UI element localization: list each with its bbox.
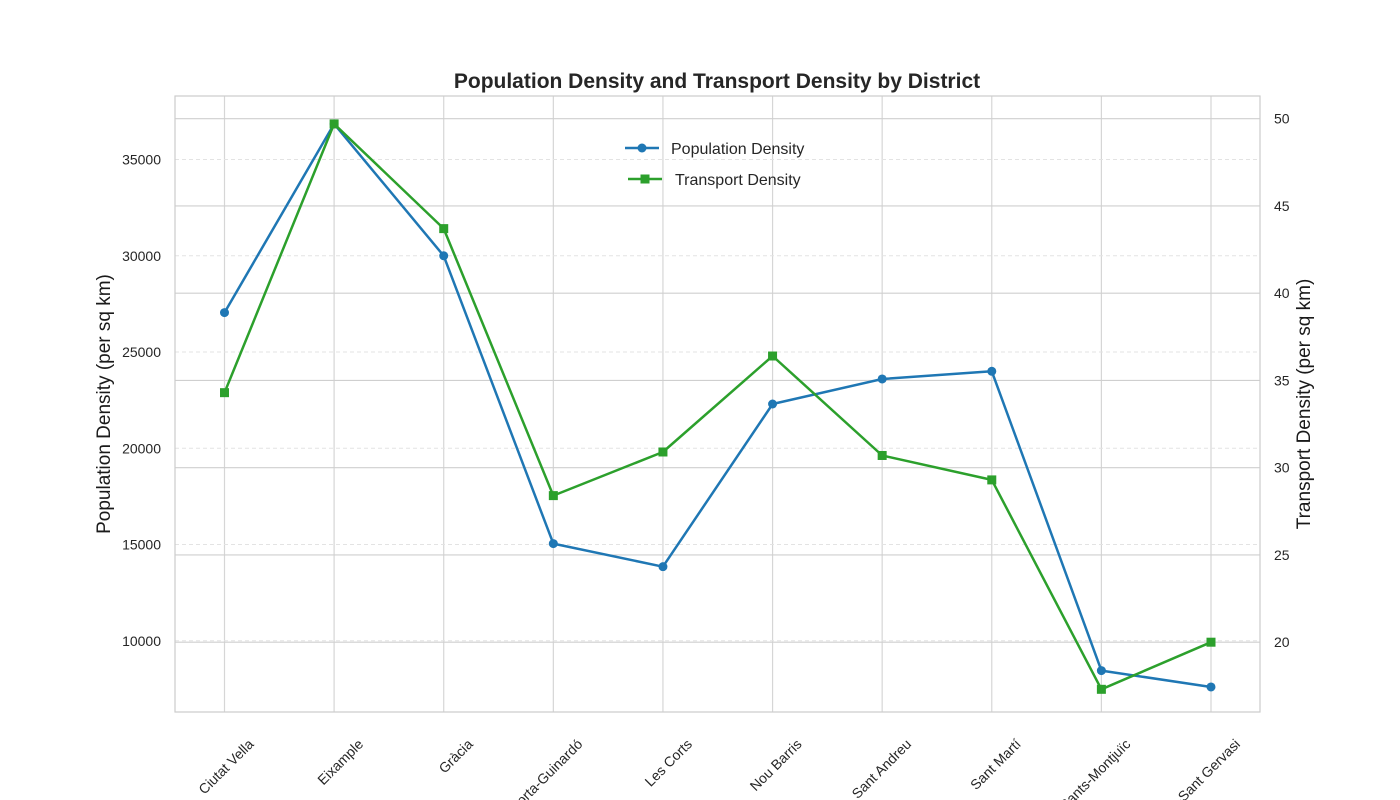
legend-swatch-population-marker	[637, 143, 647, 153]
x-tick-label: Sant Andreu	[848, 736, 914, 800]
point-population-density	[220, 308, 229, 318]
left-axis-label: Population Density (per sq km)	[94, 274, 115, 534]
x-tick-label: Nou Barris	[747, 736, 805, 794]
x-tick-label: Sants-Montjuïc	[1056, 736, 1133, 800]
x-tick-label: Sant Martí	[967, 736, 1024, 793]
grid	[175, 96, 1260, 712]
legend: Population Density Transport Density	[625, 141, 804, 189]
point-transport-density	[1096, 684, 1106, 694]
point-population-density	[768, 399, 778, 409]
left-tick-label: 15000	[122, 537, 161, 553]
right-tick-label: 35	[1274, 372, 1290, 388]
point-population-density	[1206, 682, 1216, 692]
legend-swatch-transport-marker	[640, 174, 650, 184]
point-transport-density	[658, 447, 668, 457]
series-line-transport-density	[223, 122, 1212, 691]
legend-label-transport: Transport Density	[675, 172, 801, 189]
left-tick-label: 25000	[122, 344, 161, 360]
point-transport-density	[548, 491, 558, 501]
point-transport-density	[768, 351, 778, 361]
right-axis-label: Transport Density (per sq km)	[1294, 279, 1315, 530]
left-tick-label: 35000	[122, 152, 161, 168]
point-population-density	[987, 366, 997, 376]
series-layer	[220, 119, 1216, 694]
x-tick-label: Eixample	[314, 736, 366, 788]
right-tick-label: 45	[1274, 198, 1290, 214]
point-transport-density	[877, 450, 887, 460]
right-axis-ticks: 20 25 30 35 40 45 50	[1274, 111, 1290, 651]
right-tick-label: 20	[1274, 634, 1290, 650]
right-tick-label: 40	[1274, 285, 1290, 301]
plot-frame	[174, 95, 1261, 713]
legend-label-population: Population Density	[671, 141, 804, 158]
series-line-population-density	[223, 122, 1212, 689]
chart-title: Population Density and Transport Density…	[454, 70, 980, 93]
left-tick-label: 20000	[122, 440, 161, 456]
x-tick-label: Ciutat Vella	[195, 736, 257, 798]
legend-item-transport: Transport Density	[628, 172, 801, 189]
x-tick-label: Gràcia	[435, 736, 476, 777]
x-axis-ticks: Ciutat Vella Eixample Gràcia Horta-Guinardó…	[195, 736, 1243, 800]
point-population-density	[1096, 666, 1106, 676]
right-tick-label: 50	[1274, 111, 1290, 127]
x-tick-label: Horta-Guinardó	[506, 736, 586, 800]
legend-item-population: Population Density	[625, 141, 804, 158]
right-tick-label: 30	[1274, 460, 1290, 476]
point-transport-density	[439, 224, 449, 234]
point-population-density	[877, 374, 887, 384]
point-transport-density	[1206, 637, 1216, 647]
left-axis-ticks: 10000 15000 20000 25000 30000 35000	[122, 152, 161, 649]
x-tick-label: Les Corts	[641, 736, 695, 790]
x-tick-label: Sarrià-Sant Gervasi	[1145, 736, 1243, 800]
left-tick-label: 10000	[122, 633, 161, 649]
point-population-density	[548, 539, 558, 549]
left-tick-label: 30000	[122, 248, 161, 264]
right-tick-label: 25	[1274, 547, 1290, 563]
point-population-density	[439, 251, 449, 261]
point-transport-density	[220, 388, 229, 398]
point-transport-density	[329, 119, 339, 129]
point-population-density	[658, 562, 668, 572]
point-transport-density	[987, 475, 997, 485]
